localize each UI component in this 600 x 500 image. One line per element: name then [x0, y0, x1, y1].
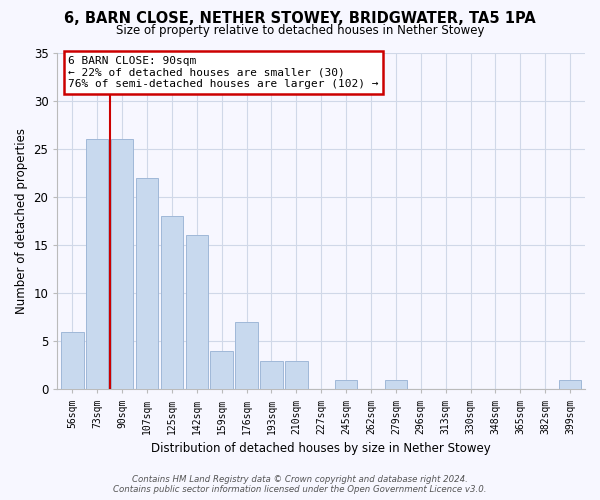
Text: 6 BARN CLOSE: 90sqm
← 22% of detached houses are smaller (30)
76% of semi-detach: 6 BARN CLOSE: 90sqm ← 22% of detached ho… — [68, 56, 379, 89]
Bar — [111, 139, 133, 390]
Y-axis label: Number of detached properties: Number of detached properties — [15, 128, 28, 314]
Bar — [86, 139, 109, 390]
Bar — [285, 360, 308, 390]
Bar — [559, 380, 581, 390]
Text: Contains HM Land Registry data © Crown copyright and database right 2024.
Contai: Contains HM Land Registry data © Crown c… — [113, 474, 487, 494]
Bar — [61, 332, 83, 390]
Bar — [260, 360, 283, 390]
Bar — [235, 322, 258, 390]
Bar — [136, 178, 158, 390]
Bar — [385, 380, 407, 390]
Text: 6, BARN CLOSE, NETHER STOWEY, BRIDGWATER, TA5 1PA: 6, BARN CLOSE, NETHER STOWEY, BRIDGWATER… — [64, 11, 536, 26]
Bar — [335, 380, 358, 390]
Text: Size of property relative to detached houses in Nether Stowey: Size of property relative to detached ho… — [116, 24, 484, 37]
Bar — [161, 216, 183, 390]
Bar — [211, 351, 233, 390]
X-axis label: Distribution of detached houses by size in Nether Stowey: Distribution of detached houses by size … — [151, 442, 491, 455]
Bar — [185, 236, 208, 390]
